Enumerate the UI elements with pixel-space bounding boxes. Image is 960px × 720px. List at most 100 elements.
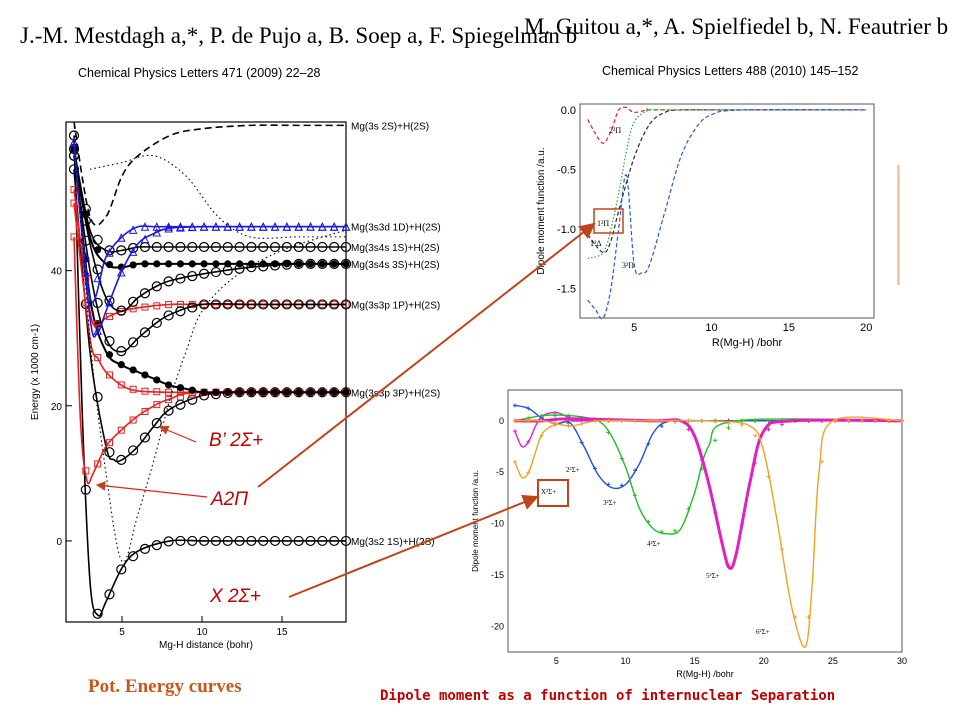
energy-point: [163, 310, 174, 321]
energy-point: [151, 241, 162, 253]
energy-point: [70, 199, 78, 207]
energy-point: [258, 535, 269, 547]
energy-point: [210, 241, 222, 253]
dipole-large-x-tick-label: 25: [828, 656, 838, 666]
energy-point: [246, 241, 257, 253]
energy-point: [234, 535, 245, 547]
energy-series-line: [73, 121, 346, 227]
energy-point: [281, 535, 292, 547]
energy-series-line: [73, 155, 346, 353]
energy-point: [92, 391, 103, 403]
energy-point: [151, 418, 162, 429]
energy-point: [80, 484, 91, 495]
energy-point: [105, 351, 114, 359]
energy-point: [270, 222, 280, 231]
energy-series: [69, 137, 351, 338]
energy-point: [283, 260, 291, 268]
energy-point: [93, 273, 102, 283]
energy-point: [269, 299, 281, 310]
energy-point: [165, 396, 173, 404]
energy-point: [80, 203, 91, 215]
energy-point: [258, 241, 269, 253]
energy-series: [68, 130, 352, 619]
dipole-large-series-line: [514, 417, 903, 570]
energy-point: [200, 388, 208, 396]
dipole-large-annotation: X²Σ+: [541, 488, 556, 496]
energy-series: [68, 143, 352, 256]
energy-point: [129, 385, 137, 393]
energy-point: [306, 260, 315, 268]
energy-point: [176, 384, 185, 392]
asymptote-label: Mg(3s4s 3S)+H(2S): [351, 260, 440, 271]
energy-point: [317, 299, 328, 310]
energy-point: [153, 376, 161, 384]
energy-point: [153, 302, 161, 310]
asymptote-label: Mg(3s 2S)+H(2S): [351, 121, 429, 132]
energy-point: [128, 225, 138, 234]
energy-point: [210, 535, 222, 547]
energy-point: [151, 317, 162, 329]
energy-point: [258, 222, 268, 231]
energy-point: [247, 222, 256, 231]
energy-series-line: [73, 142, 346, 303]
energy-point: [271, 260, 279, 268]
energy-point: [281, 299, 292, 310]
energy-point: [105, 371, 113, 379]
energy-point: [164, 222, 173, 231]
energy-point: [222, 299, 233, 310]
state-label-x-sigma: X 2Σ+: [209, 586, 261, 607]
energy-point: [141, 371, 149, 379]
energy-point: [187, 222, 197, 232]
energy-point: [117, 381, 125, 389]
energy-series-line: [73, 142, 346, 338]
dipole-small-y-tick-label: -1.5: [557, 283, 576, 295]
energy-point: [342, 260, 350, 268]
energy-point: [68, 130, 80, 141]
dipole-large-x-tick-label: 20: [759, 656, 769, 666]
energy-point: [271, 388, 279, 396]
energy-point: [175, 273, 186, 284]
energy-point: [295, 388, 303, 396]
energy-point: [164, 223, 173, 233]
right-edge-crop: [897, 165, 900, 285]
energy-point: [269, 535, 281, 547]
energy-point: [187, 270, 198, 282]
energy-point: [151, 540, 162, 551]
caption-potential-energy: Pot. Energy curves: [88, 676, 242, 697]
energy-point: [210, 266, 222, 278]
energy-point: [175, 241, 186, 253]
energy-x-tick-label: 10: [196, 627, 208, 638]
energy-point: [329, 535, 340, 547]
dipole-small-y-tick-label: -0.5: [557, 164, 576, 176]
dipole-large-x-tick-label: 15: [690, 656, 700, 666]
dipole-small-y-tick-label: 0.0: [561, 105, 576, 117]
highlight-box-x-sigma: [537, 479, 569, 507]
energy-point: [94, 246, 102, 254]
energy-point: [198, 241, 210, 253]
a-to-dipole-arrow: [257, 222, 596, 488]
energy-point: [151, 281, 162, 292]
energy-point: [317, 241, 328, 253]
energy-point: [92, 608, 103, 619]
energy-point: [152, 227, 162, 237]
energy-point: [199, 222, 209, 231]
energy-point: [163, 536, 174, 547]
energy-point: [235, 222, 244, 231]
energy-point: [259, 388, 267, 396]
energy-point: [340, 299, 352, 310]
energy-point: [305, 299, 316, 310]
energy-point: [153, 401, 161, 409]
energy-point: [293, 241, 304, 253]
left-reference-journal: Chemical Physics Letters 471 (2009) 22–2…: [78, 66, 321, 80]
dipole-small-x-tick-label: 15: [783, 322, 795, 334]
energy-point: [175, 535, 186, 547]
energy-point: [163, 276, 174, 287]
energy-y-tick-label: 40: [51, 267, 63, 278]
dipole-large-series-line: [514, 416, 903, 648]
energy-point: [128, 247, 138, 256]
caption-dipole-moment: Dipole moment as a function of internucl…: [380, 688, 836, 704]
energy-point: [246, 535, 257, 547]
energy-series: [69, 137, 351, 303]
energy-point: [259, 260, 267, 268]
